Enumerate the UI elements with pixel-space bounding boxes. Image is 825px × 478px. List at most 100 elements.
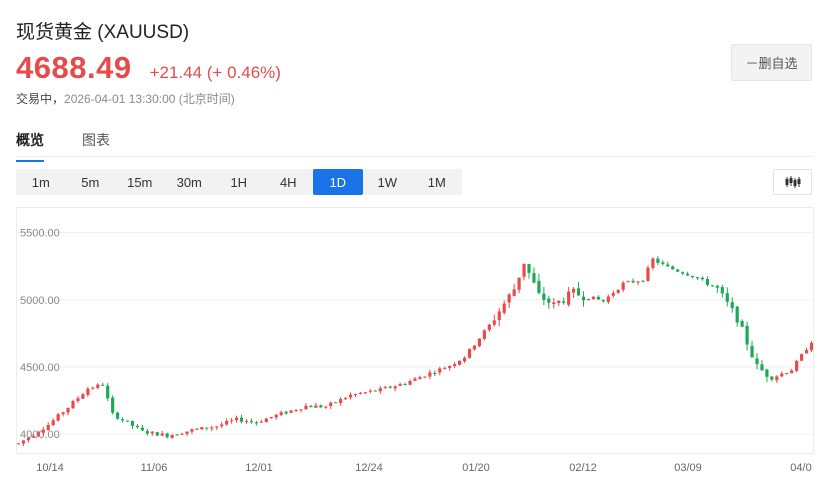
candle-body [651,258,655,268]
y-tick-label: 4500.00 [20,362,60,374]
candle-body [408,380,412,385]
candle-body [472,345,477,350]
candle-body [715,285,719,288]
candle-body [681,272,685,274]
candle-body [294,410,298,412]
candle-body [234,417,239,421]
candle-body [428,372,432,377]
candle-body [537,280,541,293]
candle-body [418,377,422,380]
interval-1w[interactable]: 1W [377,174,398,190]
candle-body [695,277,700,279]
candle-body [150,431,154,434]
remove-from-watchlist-button[interactable]: －删自选 [731,44,812,81]
candlestick-icon[interactable] [773,169,812,195]
candle-body [502,303,506,313]
candle-body [120,419,125,421]
candle-body [567,291,571,305]
interval-1mo[interactable]: 1M [427,174,446,190]
candle-body [225,420,229,425]
candle-body [705,279,710,285]
candle-body [299,409,303,411]
candle-body [453,364,457,366]
candle-body [527,264,531,273]
candle-body [56,414,60,421]
candle-body [230,420,234,422]
price-chart[interactable]: 5500.005000.004500.004000.0010/1411/0612… [16,207,814,478]
candle-body [388,386,392,388]
x-tick-label: 01/20 [462,462,490,474]
tab-overview[interactable]: 概览 [16,130,44,162]
candle-body [36,432,40,436]
y-tick-label: 5000.00 [20,295,60,307]
candle-body [358,392,363,394]
candle-body [621,282,625,290]
candle-body [700,277,705,280]
candle-body [626,281,630,283]
interval-4h[interactable]: 4H [279,174,297,190]
candle-body [467,348,472,358]
candle-body [586,298,591,301]
interval-5m[interactable]: 5m [81,174,100,190]
candle-body [348,394,353,398]
candle-body [239,417,244,422]
candle-body [130,420,135,426]
candle-body [780,373,784,377]
candle-body [314,405,318,408]
candle-body [676,269,680,272]
candle-body [646,267,650,281]
interval-1d[interactable]: 1D [313,169,363,195]
candle-body [329,402,333,407]
candle-body [339,398,343,403]
candle-body [16,443,21,445]
candle-body [438,368,442,373]
candle-body [398,384,402,386]
price-row: 4688.49 +21.44 (+ 0.46%) [16,50,281,86]
candle-body [800,354,804,361]
candle-body [730,302,734,309]
candle-body [552,302,556,305]
candle-body [522,263,526,277]
candle-body [606,296,610,302]
candle-body [497,311,501,320]
candle-body [785,373,789,375]
candle-body [735,306,739,323]
candle-body [244,421,249,423]
tab-chart[interactable]: 图表 [82,132,110,148]
candle-body [765,369,769,377]
candle-body [601,299,605,302]
trade-status: 交易中，2026-04-01 13:30:00 (北京时间) [16,90,235,107]
candle-body [562,301,566,303]
candle-body [809,342,814,351]
candle-body [547,298,551,303]
candle-body [433,373,437,375]
candle-body [125,420,130,422]
interval-30m[interactable]: 30m [176,174,202,190]
candle-body [611,293,615,296]
interval-15m[interactable]: 15m [127,174,153,190]
page-title: 现货黄金 (XAUUSD) [16,22,190,43]
candle-body [661,262,665,264]
candle-body [542,293,546,300]
interval-1m[interactable]: 1m [31,174,50,190]
interval-1h[interactable]: 1H [230,174,248,190]
candle-body [532,273,536,283]
candle-body [200,427,204,430]
x-tick-label: 03/09 [674,462,702,474]
candle-body [140,427,144,431]
tab-divider [16,156,812,157]
price-change: +21.44 (+ 0.46%) [149,63,281,82]
candle-body [91,387,95,389]
last-price: 4688.49 [16,50,132,85]
candle-body [264,418,268,423]
candle-body [106,385,110,399]
candle-body [373,390,377,392]
candle-body [557,300,561,303]
trade-timestamp: 2026-04-01 13:30:00 (北京时间) [64,92,235,106]
x-tick-label: 11/06 [141,462,168,474]
candle-body [636,281,640,283]
candle-body [517,277,521,290]
x-tick-label: 10/14 [36,462,64,474]
candle-body [393,386,397,389]
candle-body [458,360,462,365]
